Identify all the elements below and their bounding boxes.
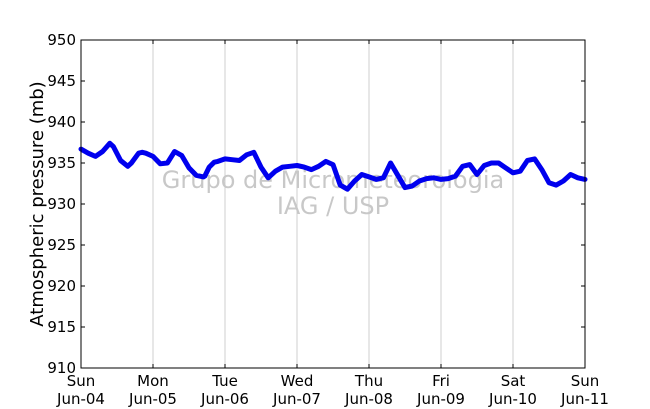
y-axis: 910 915 920 925 930 935 940 945 950 (47, 31, 585, 377)
y-tick-label: 940 (47, 113, 76, 131)
watermark-line-2: IAG / USP (277, 192, 389, 220)
x-tick-label-day: Tue (211, 372, 238, 390)
x-tick-label-date: Jun-11 (560, 390, 609, 408)
x-tick-label-day: Wed (281, 372, 314, 390)
x-tick-label-date: Jun-09 (416, 390, 465, 408)
plot-background (81, 40, 585, 368)
series-layer (78, 140, 588, 192)
x-tick-label-date: Jun-05 (128, 390, 177, 408)
y-tick-label: 910 (47, 359, 76, 377)
y-tick-label: 930 (47, 195, 76, 213)
y-axis-label: Atmospheric pressure (mb) (27, 81, 48, 326)
x-tick-label-date: Jun-08 (344, 390, 393, 408)
y-tick-label: 925 (47, 236, 76, 254)
grid-lines (152, 40, 514, 368)
x-tick-label-day: Sun (67, 372, 96, 390)
y-tick-label: 935 (47, 154, 76, 172)
x-tick-label-day: Sun (571, 372, 600, 390)
x-tick-label-day: Thu (354, 372, 383, 390)
y-tick-label: 920 (47, 277, 76, 295)
x-tick-label-date: Jun-07 (272, 390, 321, 408)
x-tick-label-day: Mon (137, 372, 169, 390)
y-tick-label: 950 (47, 31, 76, 49)
x-tick-label-date: Jun-10 (488, 390, 537, 408)
x-axis: SunJun-04MonJun-05TueJun-06WedJun-07ThuJ… (56, 40, 609, 408)
x-tick-label-date: Jun-06 (200, 390, 249, 408)
y-tick-label: 915 (47, 318, 76, 336)
y-tick-label: 945 (47, 72, 76, 90)
x-tick-label-day: Sat (501, 372, 526, 390)
x-tick-label-day: Fri (432, 372, 450, 390)
series-line-pressure (78, 140, 588, 192)
x-tick-label-date: Jun-04 (56, 390, 105, 408)
